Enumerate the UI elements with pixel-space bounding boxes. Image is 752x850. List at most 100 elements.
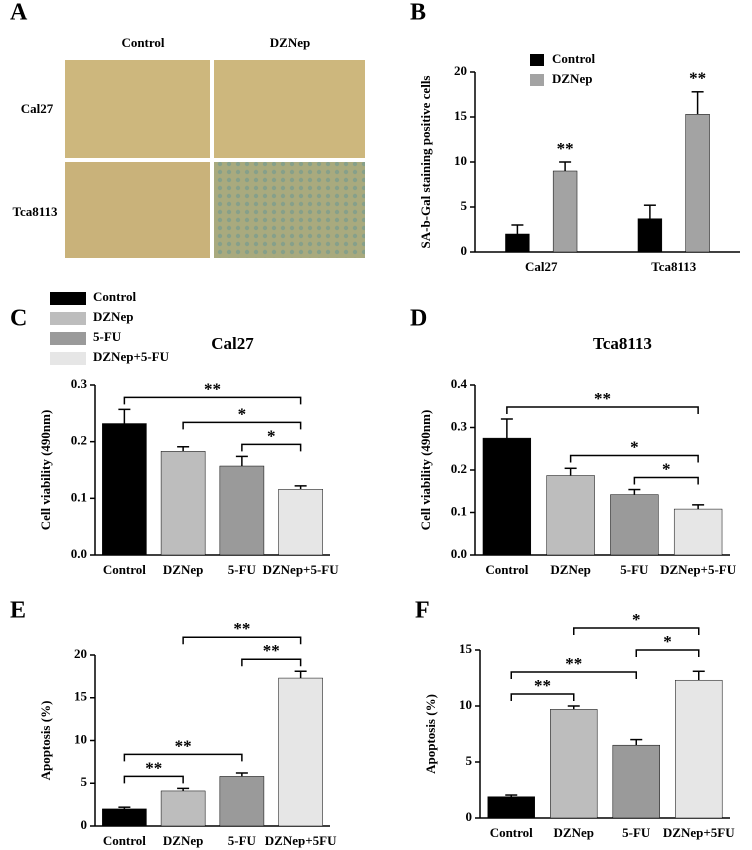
micrograph: [214, 60, 365, 158]
x-tick-label: Control: [485, 562, 528, 577]
bar: [102, 808, 147, 827]
panel-label: F: [415, 598, 430, 624]
legend-swatch: [50, 312, 86, 325]
y-tick-label: 20: [454, 63, 467, 78]
row-label: Tca8113: [12, 204, 58, 219]
significance-bracket: [241, 443, 302, 452]
micrograph: [65, 162, 210, 258]
significance: **: [594, 389, 611, 408]
y-tick-label: 0: [81, 817, 88, 832]
significance-bracket: [569, 454, 699, 463]
y-tick-label: 0.2: [71, 433, 87, 448]
legend-label: Control: [93, 289, 136, 304]
y-tick-label: 15: [459, 641, 473, 656]
bar: [552, 170, 578, 253]
significance: **: [175, 736, 192, 755]
x-tick-label: Control: [103, 562, 146, 577]
y-tick-label: 20: [74, 646, 87, 661]
panel-label: A: [10, 0, 28, 26]
y-tick-label: 10: [74, 731, 87, 746]
bar: [550, 709, 598, 819]
bar: [102, 423, 147, 556]
significance-bracket: [182, 421, 302, 430]
x-tick-label: DZNep: [163, 562, 203, 577]
bar: [160, 790, 206, 827]
significance: *: [267, 426, 276, 445]
significance-bracket: [182, 636, 302, 645]
significance-bracket: [510, 693, 575, 701]
significance: **: [689, 69, 706, 88]
x-tick-label: Tca8113: [651, 259, 697, 274]
x-tick-label: 5-FU: [228, 562, 257, 577]
x-tick-label: Cal27: [525, 259, 558, 274]
bar: [673, 508, 723, 556]
y-tick-label: 10: [459, 697, 472, 712]
significance-bracket: [573, 627, 700, 635]
bar: [278, 489, 323, 556]
significance: **: [534, 676, 551, 695]
y-axis-label: Cell viability (490nm): [418, 410, 433, 531]
y-tick-label: 0.0: [451, 546, 467, 561]
significance: *: [663, 632, 672, 651]
significance: **: [557, 139, 574, 158]
y-tick-label: 0.1: [451, 503, 467, 518]
x-tick-label: 5-FU: [620, 562, 649, 577]
bar: [482, 437, 532, 556]
y-tick-label: 5: [466, 753, 473, 768]
legend-label: Control: [552, 51, 595, 66]
x-tick-label: DZNep: [554, 825, 594, 840]
column-label: DZNep: [270, 35, 310, 50]
y-axis-label: SA-b-Gal staining positive cells: [418, 76, 433, 249]
significance: *: [632, 610, 641, 629]
bar: [610, 494, 659, 556]
chart-title: Cal27: [211, 334, 254, 353]
row-label: Cal27: [21, 101, 54, 116]
y-axis-label: Apoptosis (%): [423, 694, 438, 774]
legend-swatch: [50, 292, 86, 305]
bar: [278, 677, 323, 827]
x-tick-label: 5-FU: [622, 825, 651, 840]
bar: [160, 451, 206, 556]
y-tick-label: 0.1: [71, 489, 87, 504]
bar: [637, 218, 663, 253]
significance-bracket: [633, 476, 699, 485]
significance: *: [630, 437, 639, 456]
legend-label: DZNep: [552, 71, 592, 86]
significance: **: [263, 641, 280, 660]
micrograph: [214, 162, 365, 258]
legend-swatch: [50, 332, 86, 345]
x-tick-label: DZNep+5FU: [663, 825, 735, 840]
legend-swatch: [50, 352, 86, 365]
significance-bracket: [123, 753, 243, 762]
significance-bracket: [635, 649, 700, 657]
bar: [685, 114, 710, 253]
x-tick-label: Control: [490, 825, 533, 840]
significance-bracket: [123, 775, 184, 784]
significance: *: [238, 404, 247, 423]
bar: [219, 776, 265, 827]
x-tick-label: DZNep+5-FU: [660, 562, 737, 577]
x-tick-label: DZNep: [163, 833, 203, 848]
legend-swatch: [530, 74, 544, 86]
significance: **: [145, 758, 162, 777]
legend-label: DZNep: [93, 309, 133, 324]
y-tick-label: 0: [466, 809, 473, 824]
significance-bracket: [123, 396, 302, 405]
bar: [219, 465, 265, 556]
y-tick-label: 5: [461, 198, 468, 213]
significance-bracket: [506, 406, 699, 414]
bar: [546, 475, 595, 556]
x-tick-label: 5-FU: [228, 833, 257, 848]
significance: *: [662, 459, 671, 478]
panel-label: D: [410, 306, 427, 332]
significance: **: [233, 619, 250, 638]
panel-label: B: [410, 0, 426, 26]
y-tick-label: 0.4: [451, 376, 468, 391]
y-tick-label: 10: [454, 153, 467, 168]
significance: **: [204, 379, 221, 398]
bar: [505, 233, 530, 253]
panel-label: C: [10, 306, 27, 332]
micrograph: [65, 60, 210, 158]
y-tick-label: 0.0: [71, 546, 87, 561]
